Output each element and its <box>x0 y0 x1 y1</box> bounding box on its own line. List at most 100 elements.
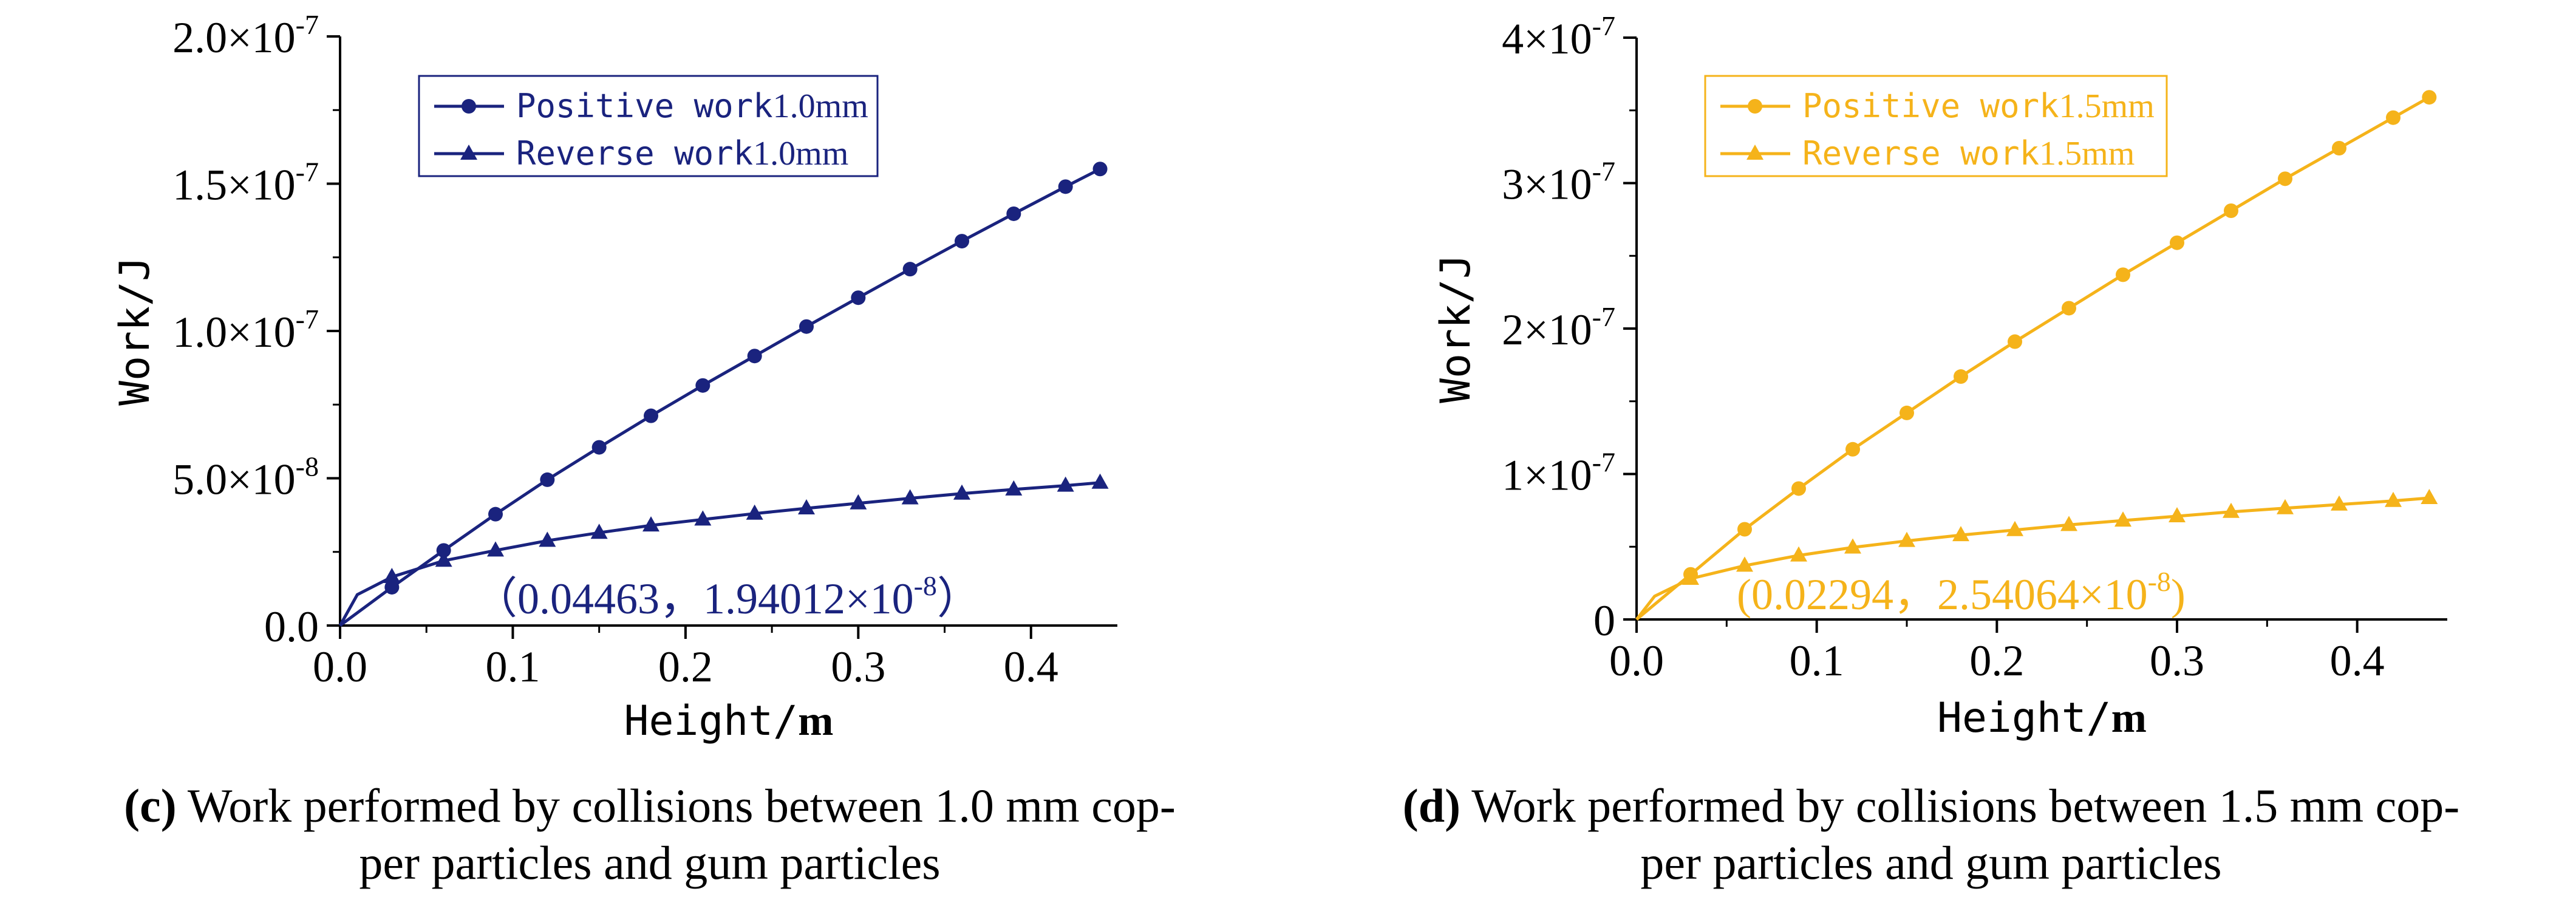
series-0-point <box>2332 141 2346 156</box>
x-tick-label: 0.3 <box>2150 636 2204 685</box>
x-axis-title: Height/m <box>1937 694 2147 742</box>
intersection-annotation: （0.04463，1.94012×10-8） <box>474 570 981 623</box>
x-axis-title-unit: m <box>2111 695 2147 742</box>
x-tick-label: 0.2 <box>658 643 713 691</box>
x-axis-title-main: Height/ <box>1937 694 2111 742</box>
legend-label-main: Positive work <box>1802 87 2059 125</box>
legend-marker <box>1748 99 1762 114</box>
series-0-point <box>1791 481 1806 496</box>
series-1-point <box>2421 489 2438 505</box>
caption-d: (d) Work performed by collisions between… <box>1293 777 2569 892</box>
series-0-point <box>2008 334 2022 349</box>
series-1-point <box>2223 502 2240 518</box>
series-0-point <box>1954 369 1968 384</box>
series-1-point <box>383 567 401 583</box>
y-tick-label: 5.0×10-8 <box>172 451 319 504</box>
y-tick-label: 2.0×10-7 <box>172 9 319 62</box>
legend-label: Reverse work1.5mm <box>1802 134 2135 172</box>
y-tick-label-base: 1.5×10 <box>172 161 296 210</box>
annotation-text: (0.02294，2.54064×10 <box>1737 570 2148 619</box>
series-0-point <box>1845 442 1860 457</box>
y-tick-label-base: 1.0×10 <box>172 308 296 356</box>
legend-label-unit: 1.5mm <box>2039 135 2135 172</box>
series-0-point <box>1900 405 1914 420</box>
legend-label-unit: 1.0mm <box>753 135 848 172</box>
y-tick-label: 0 <box>1593 596 1615 645</box>
legend-marker <box>460 145 477 160</box>
caption-c: (c) Work performed by collisions between… <box>12 777 1287 892</box>
series-0-point <box>2224 203 2238 219</box>
series-1-point <box>798 499 815 514</box>
x-tick-label: 0.1 <box>1790 636 1844 685</box>
x-tick-label: 0.0 <box>313 643 367 691</box>
legend-label-main: Reverse work <box>516 134 753 172</box>
y-tick-label: 4×10-7 <box>1502 10 1615 63</box>
legend-label: Reverse work1.0mm <box>516 134 848 172</box>
x-tick-label: 0.4 <box>1004 643 1058 691</box>
annotation-close: ) <box>2171 570 2186 619</box>
y-tick-label: 1.0×10-7 <box>172 304 319 356</box>
y-tick-label-base: 1×10 <box>1502 451 1592 500</box>
series-0-point <box>2386 110 2401 125</box>
series-line-0 <box>1635 96 2430 621</box>
series-1-point <box>2114 511 2131 527</box>
annotation-close: ） <box>937 575 981 623</box>
series-0-point <box>2278 171 2292 186</box>
series-1-point <box>694 510 712 526</box>
series-1-point <box>1682 569 1699 585</box>
series-0-point <box>591 440 607 455</box>
series-1-point <box>901 489 919 505</box>
caption-c-text: Work performed by collisions between 1.0… <box>187 779 1176 832</box>
series-1-point <box>1790 546 1807 562</box>
y-tick-label: 3×10-7 <box>1502 156 1615 209</box>
y-axis-title: Work/J <box>1432 254 1480 403</box>
y-tick-label-exponent: -7 <box>296 157 319 188</box>
series-0-point <box>1737 522 1752 537</box>
y-tick-label-exponent: -7 <box>1592 156 1615 187</box>
y-tick-label-exponent: -7 <box>296 304 319 335</box>
caption-c-label: (c) <box>124 779 177 832</box>
series-0-point <box>384 579 400 595</box>
y-tick-label-base: 2.0×10 <box>172 13 296 62</box>
series-1-point <box>487 541 504 557</box>
series-0-point <box>1006 206 1021 221</box>
x-tick-label: 0.3 <box>831 643 885 691</box>
caption-d-label: (d) <box>1402 779 1461 832</box>
series-1-point <box>642 516 659 532</box>
series-1-point <box>435 551 452 567</box>
y-tick-label-base: 0 <box>1593 596 1615 645</box>
caption-d-text2: per particles and gum particles <box>1640 836 2222 889</box>
caption-d-text: Work performed by collisions between 1.5… <box>1471 779 2460 832</box>
legend-label-unit: 1.0mm <box>773 87 868 125</box>
series-1-point <box>1091 473 1109 489</box>
series-1-point <box>539 531 556 547</box>
series-1-point <box>2331 495 2348 511</box>
annotation-exponent: -8 <box>2148 566 2171 597</box>
y-tick-label-exponent: -7 <box>296 9 319 40</box>
chart-c: 0.0 0.1 0.2 0.3 0.40.05.0×10-81.0×10-71.5×10… <box>111 9 1117 745</box>
x-axis-title-main: Height/ <box>624 697 799 745</box>
y-tick-label-base: 4×10 <box>1502 15 1592 63</box>
y-tick-label: 2×10-7 <box>1502 301 1615 354</box>
series-0-point <box>488 506 503 522</box>
series-0-point <box>2422 90 2437 105</box>
series-0-point <box>799 319 814 334</box>
series-0-point <box>955 234 969 249</box>
series-1-point <box>1057 476 1074 492</box>
series-1-point <box>2277 499 2294 514</box>
annotation-text: （0.04463，1.94012×10 <box>474 575 914 623</box>
chart-d: 0.0 0.1 0.2 0.3 0.401×10-72×10-73×10-74×10-7… <box>1432 10 2447 742</box>
series-0-point <box>902 262 918 277</box>
series-1-point <box>2006 520 2023 536</box>
series-1-point <box>590 524 608 539</box>
series-0-point <box>1092 162 1108 177</box>
y-tick-label: 1×10-7 <box>1502 447 1615 500</box>
y-tick-label: 0.0 <box>264 602 319 651</box>
y-tick-label-exponent: -7 <box>1592 301 1615 332</box>
intersection-annotation: (0.02294，2.54064×10-8) <box>1737 566 2186 619</box>
y-tick-label-base: 5.0×10 <box>172 455 296 504</box>
series-1-point <box>746 504 763 520</box>
series-1-point <box>850 494 867 510</box>
series-1-point <box>1736 556 1753 572</box>
legend-box <box>418 75 879 177</box>
